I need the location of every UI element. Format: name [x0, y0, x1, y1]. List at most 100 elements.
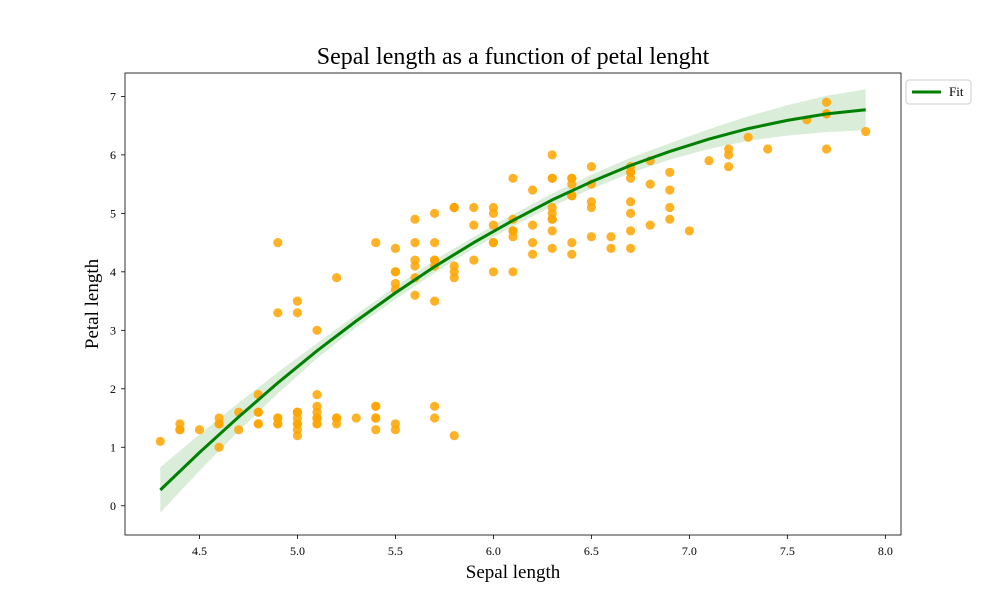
data-point [312, 325, 322, 335]
data-point [312, 407, 322, 417]
data-point [273, 308, 283, 318]
x-axis-ticks: 4.5 5.0 5.5 6.0 6.5 7.0 7.5 8.0 [192, 535, 893, 558]
data-point [645, 220, 655, 230]
data-point [567, 238, 577, 248]
data-point [586, 162, 597, 172]
x-axis-title: Sepal length [466, 562, 561, 583]
data-point [567, 173, 577, 183]
data-point [175, 425, 185, 435]
data-point [371, 238, 381, 248]
data-point [312, 419, 322, 429]
data-point [351, 413, 361, 423]
x-tick-label: 5.0 [290, 544, 305, 558]
data-point [665, 202, 675, 213]
data-point [488, 208, 498, 218]
data-point [469, 255, 479, 265]
data-point [763, 144, 773, 154]
data-point [821, 97, 832, 107]
data-point [292, 308, 302, 318]
y-tick-label: 6 [110, 148, 116, 162]
data-point [273, 419, 283, 429]
data-point [253, 419, 263, 429]
data-point [665, 185, 675, 195]
data-point [292, 296, 302, 306]
data-point [547, 243, 557, 253]
data-point [606, 243, 616, 253]
data-point [626, 167, 636, 177]
data-point [430, 413, 440, 423]
legend-fit-label: Fit [949, 84, 964, 99]
data-point [390, 267, 400, 277]
data-point [547, 214, 557, 224]
data-point [292, 407, 302, 417]
x-tick-label: 4.5 [192, 544, 207, 558]
data-point [214, 413, 224, 423]
y-axis-ticks: 0 1 2 3 4 5 6 7 [110, 89, 125, 513]
data-point [547, 150, 557, 160]
x-tick-label: 7.0 [682, 544, 697, 558]
data-point [410, 238, 420, 248]
data-point [626, 208, 636, 218]
data-point [626, 243, 636, 253]
data-point [606, 232, 616, 242]
data-point [547, 226, 557, 236]
data-point [410, 214, 420, 224]
data-point [528, 185, 538, 195]
data-point [253, 407, 263, 417]
data-point [292, 419, 302, 429]
data-point [155, 436, 165, 446]
data-point [371, 401, 381, 411]
x-tick-label: 8.0 [878, 544, 893, 558]
data-point [586, 197, 597, 207]
data-point [586, 232, 597, 242]
data-point [665, 214, 675, 224]
data-point [469, 220, 479, 230]
data-point [508, 267, 518, 277]
data-point [528, 238, 538, 248]
data-point [861, 126, 871, 137]
data-point [528, 249, 538, 259]
data-point [312, 390, 322, 400]
data-point [273, 238, 283, 248]
data-point [371, 413, 381, 423]
data-point [371, 425, 381, 435]
data-point [332, 273, 342, 283]
data-point [626, 226, 636, 236]
data-point [528, 220, 538, 230]
data-point [214, 442, 224, 452]
data-point [449, 202, 459, 213]
legend: Fit [905, 79, 972, 105]
x-tick-label: 6.5 [584, 544, 599, 558]
data-point [821, 144, 832, 154]
data-point [547, 173, 557, 183]
fit-line [159, 108, 866, 492]
data-point [488, 220, 498, 230]
plot-frame [124, 72, 902, 536]
data-point [410, 255, 420, 265]
data-point [430, 208, 440, 218]
x-tick-label: 5.5 [388, 544, 403, 558]
data-point [508, 232, 518, 242]
data-point [332, 413, 342, 423]
data-point [390, 243, 400, 253]
y-axis-title: Petal length [82, 258, 103, 349]
y-tick-label: 4 [110, 265, 116, 279]
data-point [194, 425, 205, 435]
y-tick-label: 5 [110, 206, 116, 220]
confidence-band [160, 89, 866, 513]
data-point [684, 226, 695, 236]
y-tick-label: 7 [110, 89, 116, 103]
data-point [488, 238, 498, 248]
data-point [469, 202, 479, 213]
data-point [410, 290, 420, 300]
data-point [645, 179, 655, 189]
data-point [449, 273, 459, 283]
y-tick-label: 3 [110, 323, 116, 337]
x-tick-label: 6.0 [486, 544, 501, 558]
y-tick-label: 0 [110, 499, 116, 513]
data-point [626, 197, 636, 207]
data-point [390, 425, 400, 435]
data-point [234, 425, 244, 435]
y-tick-label: 1 [110, 440, 116, 454]
